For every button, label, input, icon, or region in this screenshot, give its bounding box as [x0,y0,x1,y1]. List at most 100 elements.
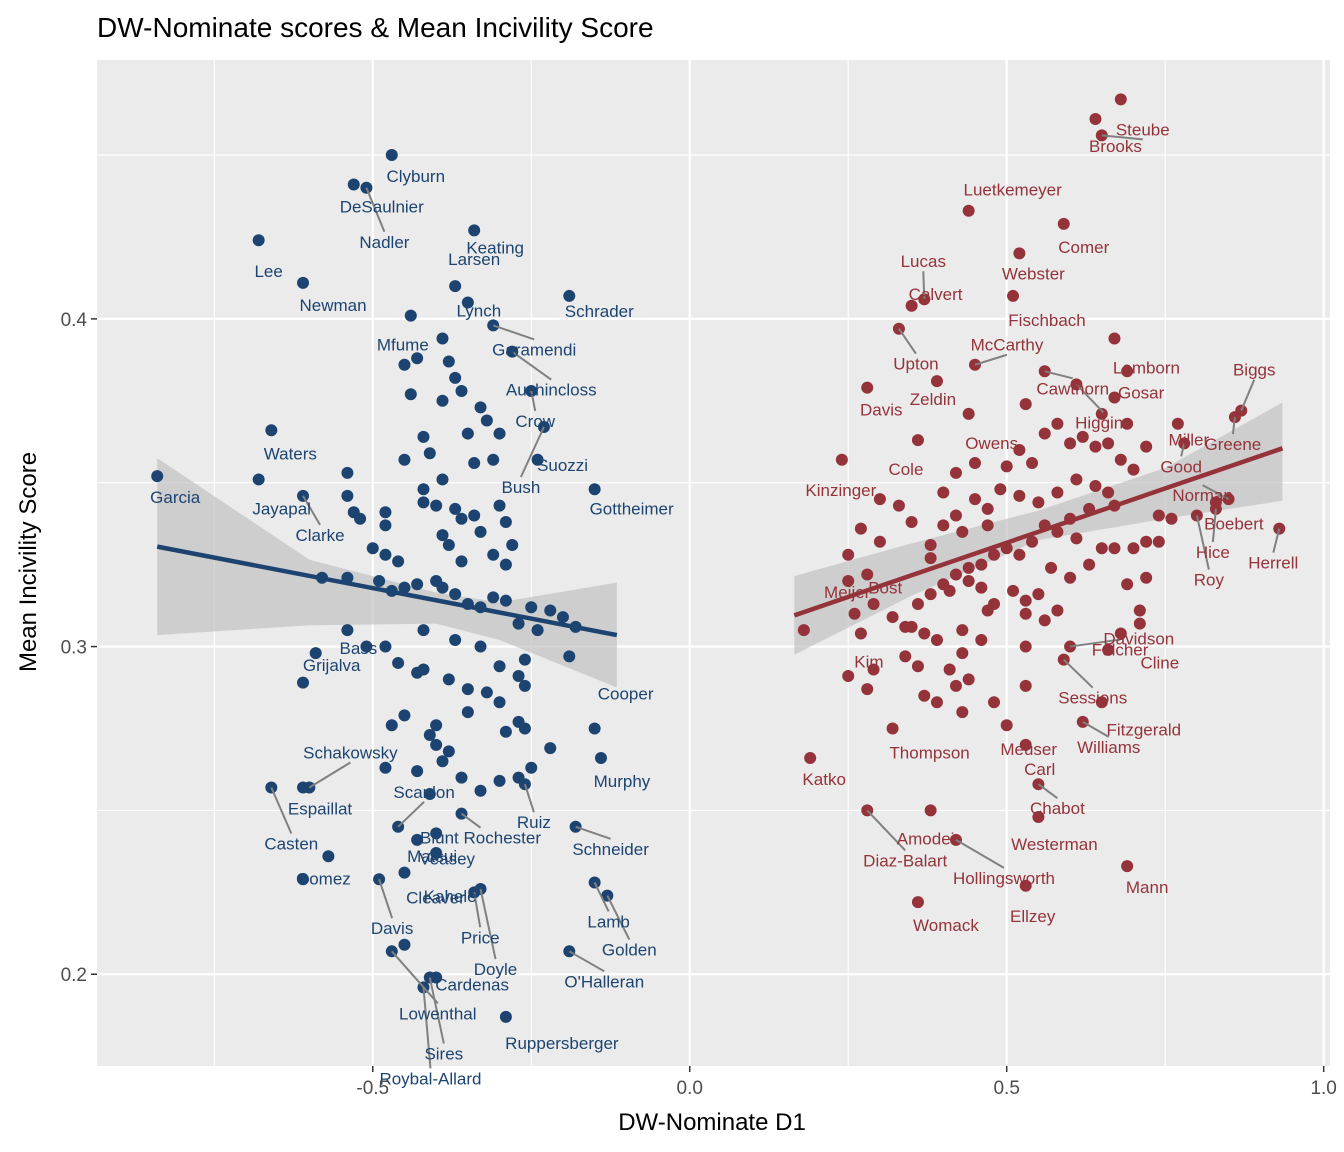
point-label: Womack [913,916,979,935]
leader-line [523,783,535,813]
dem-point [512,617,525,630]
rep-point [848,607,861,620]
leader-line [1037,783,1058,799]
rep-point [1121,365,1134,378]
rep-point [1038,427,1051,440]
rep-point [981,502,994,515]
rep-point [1000,719,1013,732]
dem-point [563,289,576,302]
dem-point [531,453,544,466]
dem-point [411,666,424,679]
rep-point [924,552,937,565]
rep-point [956,647,969,660]
point-label: Katko [802,770,845,789]
point-label: Calvert [909,285,963,304]
rep-point [861,381,874,394]
dem-point [436,529,449,542]
rep-point [854,522,867,535]
dem-point [468,224,481,237]
point-label: Williams [1077,738,1140,757]
rep-point [1152,535,1165,548]
dem-point [379,548,392,561]
point-label: Larsen [448,250,500,269]
point-label: Schrader [565,302,634,321]
rep-point [1140,440,1153,453]
leader-line [866,809,906,852]
rep-point [962,673,975,686]
dem-point [449,502,462,515]
point-label: Hice [1196,543,1230,562]
rep-point [924,588,937,601]
dem-confidence-band [157,458,617,688]
leader-line [460,812,482,829]
dem-point [506,538,519,551]
point-label: Cooper [598,684,654,703]
point-label: Upton [893,355,938,374]
rep-point [1171,417,1184,430]
dem-point [594,751,607,764]
leader-line [365,187,386,233]
leader-line [397,801,425,828]
dem-point [493,427,506,440]
confidence-ribbons [157,402,1283,688]
rep-point [1032,496,1045,509]
dem-point [385,149,398,162]
point-label: Schakowsky [303,743,398,762]
leader-line [1240,379,1256,412]
rep-point [1095,696,1108,709]
rep-point [943,663,956,676]
leader-line [1211,508,1217,543]
leader-line [1195,515,1210,570]
leader-line [1082,721,1110,738]
rep-point [1057,217,1070,230]
dem-point [512,771,525,784]
rep-point [899,650,912,663]
dem-point [442,745,455,758]
point-label: Bass [340,639,378,658]
leader-line [1044,370,1073,380]
leader-line [511,350,552,381]
leader-line [520,426,545,478]
dem-point [423,729,436,742]
rep-point [1140,535,1153,548]
point-label: O'Halleran [564,972,644,991]
dem-point [417,483,430,496]
rep-point [886,611,899,624]
point-label: Greene [1205,435,1262,454]
rep-point [981,604,994,617]
rep-point [1114,453,1127,466]
dem-point [417,430,430,443]
dem-point [449,634,462,647]
dem-point [512,670,525,683]
leader-line [391,950,439,1004]
dem-point [417,624,430,637]
tick-labels: -0.5 0.0 0.5 1.0 0.2 0.3 0.4 [61,310,1337,1099]
rep-point [1019,594,1032,607]
point-label: Thompson [889,743,969,762]
point-label: Ruiz [517,813,551,832]
dem-point [430,971,443,984]
leader-line [606,895,631,941]
rep-point [892,499,905,512]
point-label: Fulcher [1092,641,1149,660]
point-label: Davidson [1103,630,1174,649]
rep-point [1114,93,1127,106]
point-label: Fitzgerald [1106,720,1181,739]
dem-point [151,470,164,483]
dem-point [518,722,531,735]
dem-point [411,352,424,365]
rep-point [1019,607,1032,620]
leader-line [479,888,497,960]
label-leader-lines [270,134,1281,1069]
dem-point [360,640,373,653]
leader-line [898,328,917,355]
rep-point [1089,112,1102,125]
dem-point [455,555,468,568]
rep-point [1114,627,1127,640]
dem-point [442,673,455,686]
point-label: Lee [254,262,282,281]
rep-point [1152,509,1165,522]
rep-point [1026,535,1039,548]
dem-point [398,866,411,879]
